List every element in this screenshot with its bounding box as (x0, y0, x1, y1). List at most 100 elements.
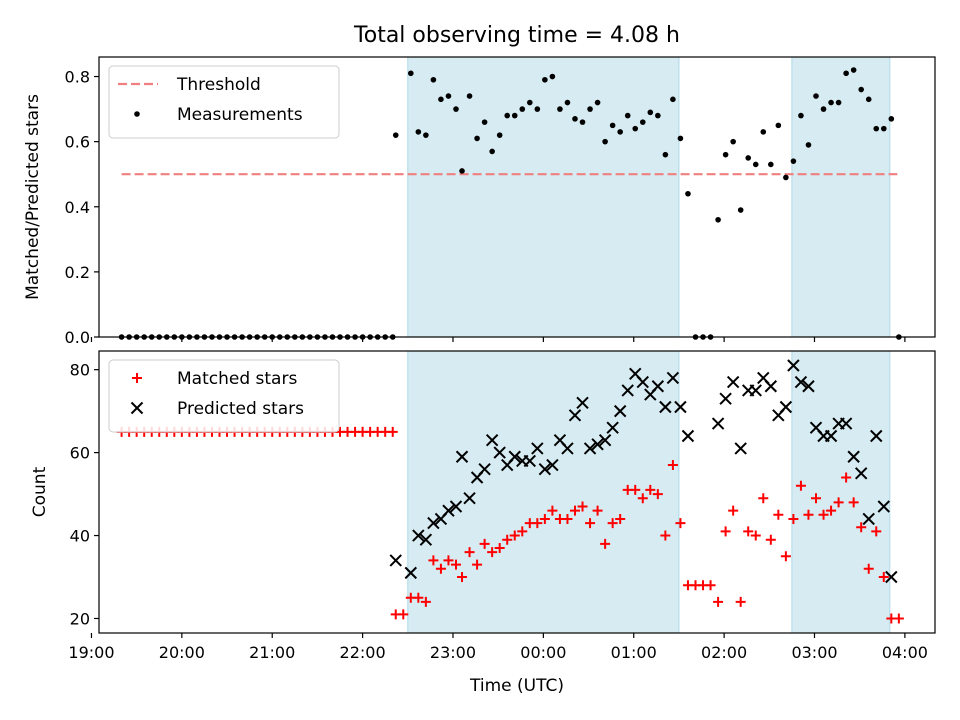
predicted-star-point (719, 392, 732, 405)
matched-star-point (765, 534, 776, 545)
predicted-star-point (538, 462, 552, 476)
measurement-point (519, 106, 526, 112)
x-tick-label: 00:00 (520, 643, 566, 662)
measurement-point (805, 142, 812, 148)
matched-star-point (630, 484, 641, 495)
predicted-star-point (412, 529, 425, 542)
matched-star-point (735, 596, 746, 607)
legend-predicted-swatch (130, 401, 144, 415)
measurement-point (737, 207, 744, 213)
matched-star-point (826, 505, 837, 516)
measurement-point (481, 119, 488, 125)
top-shaded-region (407, 56, 680, 338)
measurement-point (504, 112, 511, 119)
measurement-point (408, 70, 414, 77)
bottom-y-tick-label: 60 (70, 444, 90, 463)
legend-label: Threshold (176, 75, 261, 95)
measurement-point (557, 106, 563, 112)
legend-label: Matched stars (177, 369, 297, 389)
x-tick-label: 23:00 (430, 643, 476, 662)
matched-star-point (615, 513, 626, 524)
measurement-point (632, 125, 639, 132)
measurement-point (783, 174, 789, 181)
bottom-y-axis-label: Count (30, 466, 50, 517)
matched-star-point (750, 530, 761, 541)
x-tick-label: 22:00 (340, 643, 386, 662)
measurement-point (549, 73, 556, 80)
measurement-point (722, 151, 729, 158)
measurement-point (828, 99, 834, 106)
matched-star-point (547, 505, 558, 516)
measurement-point (888, 116, 895, 122)
predicted-star-point (427, 516, 440, 530)
matched-star-point (435, 563, 446, 574)
top-panel-frame (98, 56, 936, 338)
matched-star-point (457, 572, 468, 583)
measurement-point (768, 161, 774, 168)
predicted-star-point (659, 400, 672, 414)
top-y-tick-label: 0.8 (65, 68, 90, 87)
predicted-star-point (636, 375, 649, 389)
measurement-point (752, 161, 759, 168)
matched-star-point (833, 497, 844, 508)
bottom-legend: Matched stars Predicted stars (108, 359, 340, 433)
measurement-point (474, 135, 480, 142)
predicted-star-point (598, 433, 612, 447)
bottom-y-tick-label: 20 (70, 609, 90, 628)
matched-star-point (398, 609, 409, 620)
measurement-point (790, 158, 797, 164)
x-tick-label: 02:00 (701, 643, 747, 662)
measurement-point (647, 109, 654, 116)
matched-star-point (494, 542, 505, 553)
measurement-point (835, 99, 842, 106)
measurement-point (677, 135, 684, 142)
x-tick-label: 21:00 (249, 643, 295, 662)
x-tick-label: 03:00 (791, 643, 837, 662)
top-y-tick-label: 0.6 (65, 133, 90, 152)
predicted-star-point (862, 512, 875, 526)
predicted-star-point (802, 380, 815, 393)
measurement-point (798, 112, 804, 119)
predicted-star-point (674, 400, 687, 414)
measurement-point (715, 216, 721, 223)
matched-star-point (811, 493, 822, 504)
measurement-point (685, 190, 691, 197)
measurement-point (820, 106, 827, 112)
matched-star-point (705, 580, 716, 591)
measurement-point (572, 116, 578, 122)
measurement-point (730, 138, 736, 145)
top-legend: Threshold Measurements (108, 65, 340, 139)
legend-label: Predicted stars (177, 399, 304, 419)
predicted-star-point (847, 450, 860, 463)
bottom-legend-box (108, 359, 340, 433)
matched-star-point (856, 522, 867, 533)
matched-star-point (848, 497, 859, 508)
matched-star-point (660, 530, 671, 541)
predicted-star-point (824, 429, 838, 443)
matched-star-point (645, 484, 656, 495)
predicted-star-point (561, 442, 574, 455)
measurement-point (873, 125, 880, 132)
legend-matched-swatch (132, 373, 142, 383)
matched-star-point (413, 592, 424, 603)
measurement-point (865, 96, 872, 103)
matched-star-point (773, 509, 784, 520)
predicted-star-point (485, 433, 499, 447)
x-tick-label: 04:00 (882, 643, 928, 662)
matched-star-point (818, 509, 829, 520)
matched-star-point (539, 513, 550, 524)
bottom-shaded-region (791, 350, 891, 634)
predicted-star-point (613, 404, 627, 418)
measurement-point (858, 86, 864, 93)
matched-star-point (443, 555, 454, 566)
predicted-star-point (666, 371, 680, 385)
matched-star-point (652, 489, 663, 500)
matched-star-point (577, 501, 588, 512)
measurement-point (745, 155, 752, 161)
measurement-point (453, 106, 459, 112)
top-y-tick-label: 0.4 (65, 198, 90, 217)
predicted-star-point (726, 375, 740, 389)
matched-star-point (780, 551, 791, 562)
measurement-point (534, 106, 541, 112)
